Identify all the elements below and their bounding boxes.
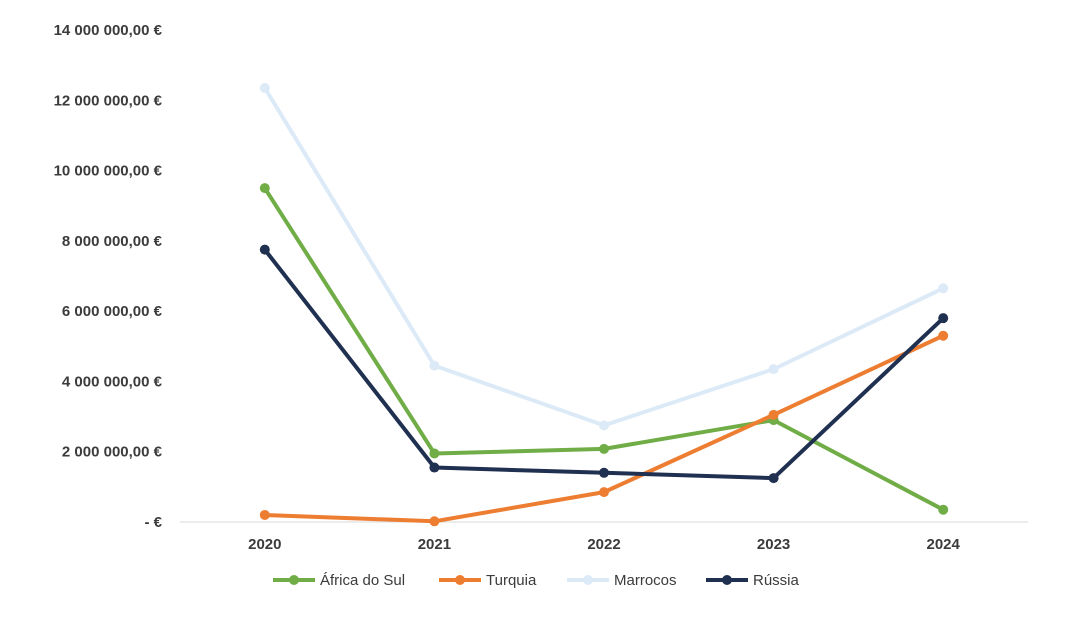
x-tick-label: 2021 — [418, 536, 451, 553]
legend-swatch-marker — [289, 575, 299, 585]
legend-item: Marrocos — [567, 572, 677, 589]
data-point — [429, 516, 440, 527]
x-tick-label: 2020 — [248, 536, 281, 553]
y-tick-label: - € — [144, 514, 162, 531]
series-line — [262, 186, 946, 512]
data-point — [599, 487, 609, 498]
data-point — [938, 504, 949, 515]
x-tick-label: 2023 — [757, 536, 790, 553]
data-point — [259, 82, 270, 93]
y-tick-label: 14 000 000,00 € — [54, 22, 163, 39]
data-point — [768, 364, 779, 375]
data-point — [599, 467, 609, 478]
data-point — [938, 283, 949, 294]
series-layer — [259, 82, 949, 527]
legend-item: Rússia — [706, 572, 800, 589]
legend-swatch-marker — [455, 575, 465, 585]
series-1 — [259, 330, 949, 527]
y-tick-label: 8 000 000,00 € — [62, 233, 163, 250]
data-point — [768, 473, 779, 484]
x-tick-label: 2022 — [587, 536, 620, 553]
data-point — [429, 448, 440, 459]
x-axis: 2020 2021 2022 2023 2024 — [180, 521, 1028, 553]
data-point — [599, 420, 609, 431]
legend-label: Turquia — [486, 572, 537, 589]
series-2 — [259, 82, 949, 431]
legend: África do Sul Turquia Marrocos Rússia — [273, 572, 800, 589]
data-point — [259, 244, 270, 255]
series-line — [262, 247, 946, 481]
legend-swatch-marker — [583, 575, 593, 585]
data-point — [429, 462, 440, 473]
legend-label: África do Sul — [320, 572, 405, 589]
x-tick-label: 2024 — [927, 536, 961, 553]
legend-label: Rússia — [753, 572, 800, 589]
legend-swatch-marker — [722, 575, 732, 585]
series-3 — [259, 244, 949, 484]
legend-label: Marrocos — [614, 572, 677, 589]
data-point — [938, 313, 949, 324]
series-0 — [259, 183, 949, 515]
data-point — [599, 443, 609, 454]
data-point — [938, 330, 949, 341]
series-line — [262, 85, 946, 428]
y-tick-label: 10 000 000,00 € — [54, 163, 163, 180]
legend-item: Turquia — [439, 572, 537, 589]
legend-item: África do Sul — [273, 572, 405, 589]
data-point — [259, 509, 270, 520]
y-tick-label: 12 000 000,00 € — [54, 92, 163, 109]
data-point — [429, 360, 440, 371]
data-point — [768, 409, 779, 420]
y-tick-label: 4 000 000,00 € — [62, 373, 163, 390]
data-point — [259, 183, 270, 194]
y-tick-label: 6 000 000,00 € — [62, 303, 163, 320]
y-axis: - € 2 000 000,00 € 4 000 000,00 € 6 000 000… — [54, 22, 163, 531]
y-tick-label: 2 000 000,00 € — [62, 444, 163, 461]
